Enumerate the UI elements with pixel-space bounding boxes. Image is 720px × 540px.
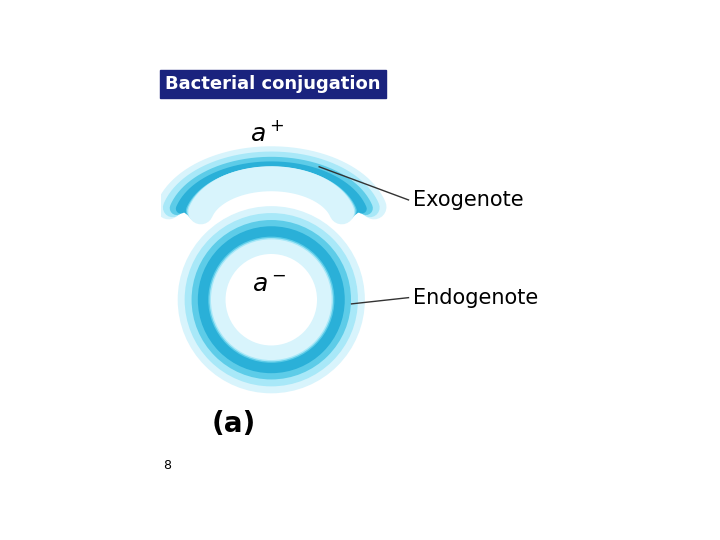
Text: Exogenote: Exogenote — [413, 190, 523, 210]
Text: $\mathit{a}^-$: $\mathit{a}^-$ — [252, 273, 287, 297]
Text: Endogenote: Endogenote — [413, 288, 538, 308]
Text: $\mathit{a}^+$: $\mathit{a}^+$ — [250, 121, 284, 146]
Text: (a): (a) — [212, 410, 256, 438]
Text: Bacterial conjugation: Bacterial conjugation — [166, 75, 381, 93]
Circle shape — [225, 254, 317, 346]
Text: 8: 8 — [163, 460, 171, 472]
